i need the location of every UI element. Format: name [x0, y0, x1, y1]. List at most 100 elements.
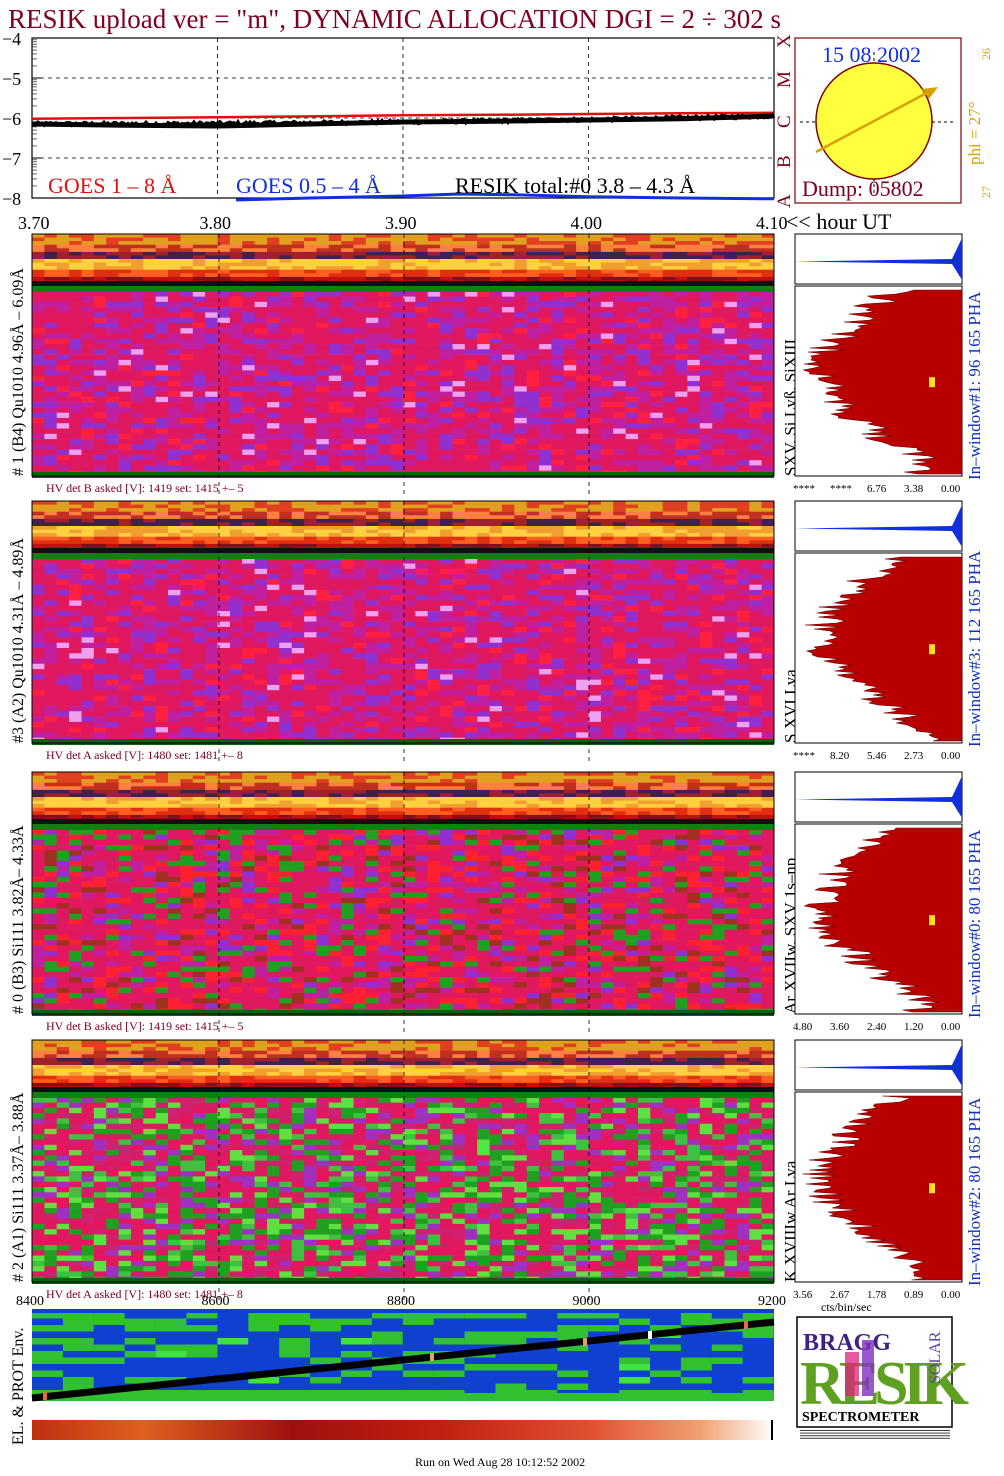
spectrum-cell — [316, 328, 330, 334]
spectrum-cell-top — [539, 251, 552, 256]
spectrum-cell — [44, 568, 58, 575]
spectrum-cell-top — [625, 526, 639, 530]
spectrum-cell-top — [205, 522, 218, 527]
spectrum-cell-top — [576, 273, 589, 278]
spectrum-cell — [205, 349, 218, 355]
spectrum-cell-top — [662, 262, 676, 267]
spectrum-cell — [69, 574, 82, 580]
spectrum-cell — [69, 595, 82, 601]
spectrum-cell-top — [625, 529, 639, 534]
spectrum-cell-top — [130, 543, 144, 548]
spectrum-cell — [192, 465, 206, 471]
spectrum-cell — [390, 605, 404, 612]
spectrum-cell — [217, 433, 231, 440]
spectrum-cell-top — [477, 273, 491, 278]
spectrum-cell — [56, 626, 70, 633]
spectrum-cell — [180, 359, 194, 366]
spectrum-cell-top — [81, 540, 95, 545]
spectrum-cell — [415, 626, 429, 633]
spectrum-cell — [501, 307, 515, 313]
spectrum-cell — [143, 632, 157, 638]
spectrum-cell — [638, 370, 651, 376]
spectrum-cell-top — [464, 529, 478, 534]
spectrum-cell-top — [489, 529, 503, 534]
spectrum-cell — [749, 349, 763, 355]
spectrum-cell — [316, 428, 330, 435]
spectrum-cell — [699, 349, 713, 355]
spectrum-cell — [526, 402, 540, 408]
spectrum-cell-top — [403, 259, 416, 263]
spectrum-cell — [551, 354, 565, 361]
spectrum-cell — [600, 359, 614, 366]
spectrum-cell — [464, 291, 478, 297]
spectrum-cell — [440, 611, 453, 617]
spectrum-cell — [625, 370, 639, 376]
spectrum-cell-top — [440, 269, 453, 274]
spectrum-cell — [291, 291, 305, 297]
spectrum-cell — [415, 444, 429, 450]
spectrum-cell — [180, 407, 194, 413]
spectrum-cell-top — [267, 504, 280, 509]
spectrum-cell — [93, 454, 107, 461]
spectrum-cell-top — [625, 262, 639, 267]
spectrum-cell-top — [56, 269, 70, 274]
spectrum-cell — [93, 632, 107, 638]
spectrum-cell-top — [526, 234, 540, 238]
spectrum-cell — [514, 365, 528, 371]
spectrum-cell-top — [130, 529, 144, 534]
spectrum-cell — [192, 558, 206, 564]
spectrum-cell — [130, 391, 144, 398]
spectrum-cell — [217, 423, 231, 429]
spectrum-cell — [291, 626, 305, 633]
spectrum-cell-top — [353, 515, 367, 520]
spectrum-cell — [452, 417, 466, 424]
spectrum-cell — [427, 338, 441, 345]
spectrum-cell-top — [452, 508, 466, 512]
spectrum-cell — [501, 412, 515, 419]
spectrum-cell — [712, 344, 726, 350]
spectrum-cell — [712, 574, 726, 580]
spectrum-cell — [217, 301, 231, 308]
spectrum-cell — [168, 465, 181, 471]
spectrum-cell — [390, 449, 404, 456]
spectrum-cell-top — [353, 501, 367, 505]
spectrum-cell — [403, 626, 416, 633]
spectrum-cell — [304, 574, 317, 580]
spectrum-cell — [489, 637, 503, 643]
spectrum-cell — [514, 307, 528, 313]
spectrum-cell — [539, 449, 552, 456]
spectrum-cell — [662, 291, 676, 297]
spectrum-cell-top — [44, 511, 58, 516]
spectrum-cell-top — [44, 237, 58, 242]
spectrum-cell — [365, 584, 379, 591]
spectrum-cell — [56, 574, 70, 580]
spectrum-cell-top — [675, 508, 688, 512]
spectrum-cell — [180, 396, 194, 403]
spectrum-cell — [625, 291, 639, 297]
spectrum-cell — [464, 354, 478, 361]
spectrum-cell — [130, 396, 144, 403]
spectrum-cell — [650, 354, 664, 361]
spectrum-cell — [217, 563, 231, 570]
spectrum-cell — [539, 307, 552, 313]
spectrum-cell-top — [304, 248, 317, 253]
spectrum-cell-top — [180, 241, 194, 245]
spectrum-cell-top — [93, 244, 107, 249]
spectrum-cell — [155, 428, 169, 435]
spectrum-cell — [514, 637, 528, 643]
spectrum-cell-top — [638, 248, 651, 253]
spectrum-cell — [440, 460, 453, 466]
spectrum-cell — [403, 338, 416, 345]
spectrum-cell — [600, 611, 614, 617]
spectrum-cell-top — [427, 515, 441, 520]
spectrum-cell — [427, 396, 441, 403]
spectrum-cell-top — [56, 244, 70, 249]
spectrum-cell — [501, 322, 515, 329]
spectrum-cell — [378, 621, 392, 628]
spectrum-cell — [724, 444, 738, 450]
spectrum-cell — [600, 349, 614, 355]
spectrum-cell — [712, 579, 726, 585]
spectrum-cell — [588, 621, 602, 628]
spectrum-cell-top — [168, 540, 181, 545]
spectrum-cell — [390, 296, 404, 303]
